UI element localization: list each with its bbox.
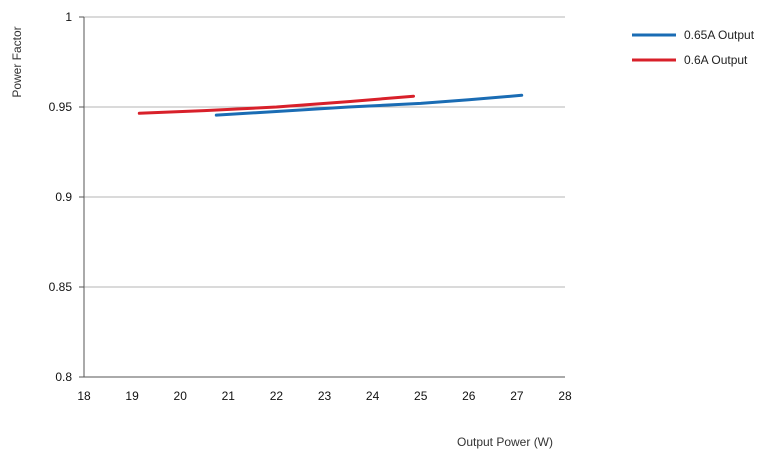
- legend-label-2: 0.6A Output: [684, 53, 748, 67]
- axes: [79, 16, 565, 378]
- x-tick-label: 28: [558, 389, 572, 403]
- grid-lines: [84, 16, 565, 378]
- x-tick-label: 25: [414, 389, 428, 403]
- x-tick-label: 27: [510, 389, 524, 403]
- x-tick-label: 21: [222, 389, 236, 403]
- x-tick-label: 19: [125, 389, 139, 403]
- x-tick-label: 24: [366, 389, 380, 403]
- x-tick-label: 23: [318, 389, 332, 403]
- series-line-2: [137, 94, 415, 115]
- x-tick-label: 18: [77, 389, 91, 403]
- y-tick-label: 0.8: [55, 370, 72, 384]
- x-tick-label: 26: [462, 389, 476, 403]
- y-tick-labels: 0.8 0.85 0.9 0.95 1: [49, 10, 73, 384]
- y-tick-label: 0.85: [49, 280, 73, 294]
- legend: 0.65A Output 0.6A Output: [632, 28, 755, 67]
- series-lines: [137, 93, 524, 117]
- x-tick-label: 20: [174, 389, 188, 403]
- legend-label-1: 0.65A Output: [684, 28, 755, 42]
- y-tick-label: 0.95: [49, 100, 73, 114]
- series-line-1: [214, 93, 524, 117]
- y-tick-label: 0.9: [55, 190, 72, 204]
- x-axis-title: Output Power (W): [457, 435, 553, 449]
- y-axis-title: Power Factor: [10, 26, 24, 97]
- y-tick-label: 1: [65, 10, 72, 24]
- x-tick-label: 22: [270, 389, 284, 403]
- x-tick-labels: 18 19 20 21 22 23 24 25 26 27 28: [77, 389, 572, 403]
